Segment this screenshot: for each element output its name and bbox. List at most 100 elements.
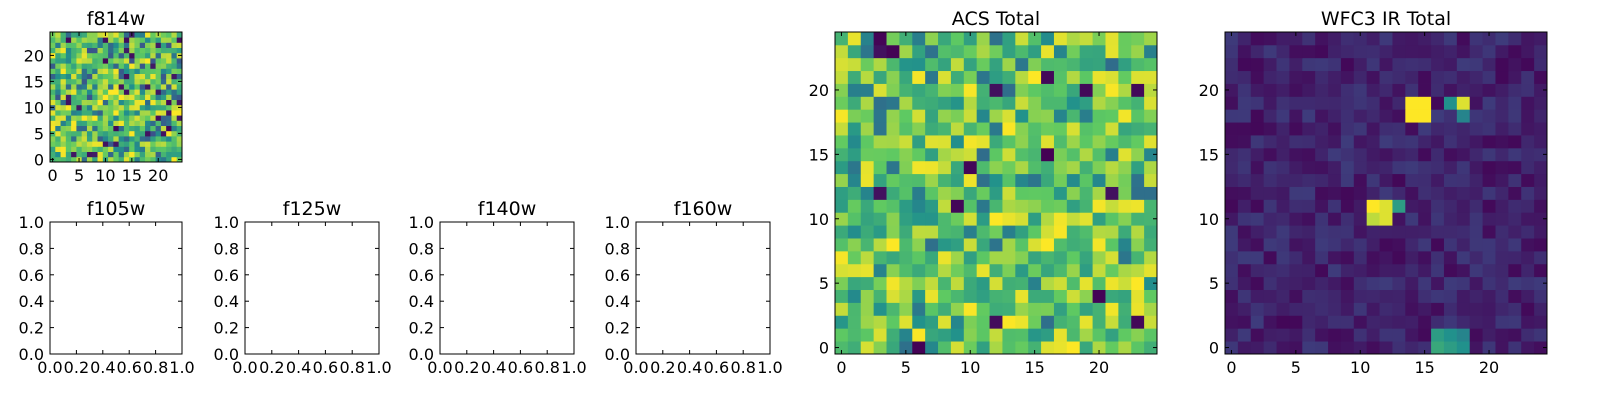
heatmap-cell: [1379, 276, 1393, 290]
heatmap-cell: [1028, 83, 1042, 97]
heatmap-cell: [1534, 263, 1548, 278]
heatmap-cell: [1041, 302, 1055, 316]
heatmap-cell: [134, 156, 141, 163]
heatmap-cell: [912, 238, 926, 252]
heatmap-cell: [118, 141, 125, 147]
heatmap-cell: [150, 63, 156, 69]
heatmap-cell: [1131, 70, 1145, 84]
heatmap-cell: [1053, 135, 1068, 149]
heatmap-cell: [860, 289, 875, 303]
heatmap-cell: [1469, 70, 1483, 84]
heatmap-cell: [886, 44, 900, 59]
heatmap-cell: [1328, 341, 1342, 355]
heatmap-cell: [1002, 160, 1016, 175]
heatmap-cell: [145, 130, 151, 137]
heatmap-cell: [1508, 32, 1522, 46]
heatmap-cell: [1237, 147, 1252, 162]
heatmap-cell: [1144, 263, 1158, 278]
heatmap-cell: [160, 32, 167, 38]
heatmap-cell: [899, 44, 913, 59]
heatmap-cell: [145, 146, 151, 152]
heatmap-cell: [963, 289, 978, 303]
heatmap-cell: [963, 135, 978, 149]
heatmap-cell: [1495, 32, 1509, 46]
heatmap-cell: [1066, 225, 1081, 239]
heatmap-cell: [938, 160, 952, 175]
heatmap-cell: [1353, 44, 1368, 59]
heatmap-cell: [1431, 250, 1445, 265]
heatmap-cell: [1495, 263, 1509, 278]
y-tick-label: 0.8: [605, 239, 630, 258]
heatmap-cell: [925, 289, 939, 303]
heatmap-cell: [1053, 186, 1068, 200]
heatmap-cell: [1443, 341, 1458, 355]
heatmap-cell: [97, 37, 104, 43]
heatmap-cell: [1015, 70, 1029, 84]
heatmap-cell: [1144, 109, 1158, 123]
heatmap-cell: [847, 289, 862, 303]
heatmap-cell: [1521, 276, 1535, 290]
heatmap-cell: [899, 263, 913, 278]
heatmap-cell: [1118, 160, 1132, 175]
heatmap-cell: [1276, 122, 1290, 136]
heatmap-cell: [176, 141, 183, 147]
heatmap-cell: [1237, 186, 1252, 200]
heatmap-cell: [1015, 186, 1029, 200]
heatmap-cell: [963, 83, 978, 97]
heatmap-cell: [1079, 109, 1093, 123]
heatmap-cell: [171, 32, 178, 38]
heatmap-cell: [1276, 173, 1290, 187]
heatmap-cell: [1521, 70, 1535, 84]
heatmap-cell: [1443, 212, 1458, 226]
heatmap-cell: [1340, 135, 1355, 149]
heatmap-cell: [97, 73, 104, 80]
heatmap-cell: [1053, 173, 1068, 187]
heatmap-cell: [1302, 186, 1316, 200]
heatmap-cell: [1131, 238, 1145, 252]
heatmap-cell: [1366, 199, 1380, 213]
heatmap-cell: [976, 147, 990, 162]
heatmap-cell: [1495, 122, 1509, 136]
heatmap-cell: [886, 186, 900, 200]
heatmap-cell: [1418, 109, 1432, 123]
heatmap-cell: [1392, 70, 1406, 84]
heatmap-cell: [1508, 160, 1522, 175]
heatmap-cell: [1431, 44, 1445, 59]
heatmap-cell: [1053, 238, 1068, 252]
heatmap-cell: [1534, 122, 1548, 136]
heatmap-cell: [1315, 44, 1329, 59]
heatmap-cell: [150, 110, 156, 116]
heatmap-cell: [1456, 135, 1471, 149]
heatmap-cell: [71, 130, 77, 137]
heatmap-cell: [989, 83, 1003, 97]
heatmap-cell: [81, 115, 88, 121]
heatmap-cell: [938, 57, 952, 72]
heatmap-cell: [886, 238, 900, 252]
heatmap-cell: [86, 84, 93, 90]
y-tick-label: 0.4: [19, 292, 44, 311]
heatmap-cell: [1144, 70, 1158, 84]
heatmap-cell: [1053, 32, 1068, 46]
heatmap-cell: [81, 78, 88, 85]
x-tick-label: 10: [960, 358, 980, 377]
heatmap-cell: [1276, 83, 1290, 97]
heatmap-cell: [1002, 57, 1016, 72]
heatmap-cell: [76, 47, 83, 54]
heatmap-cell: [1443, 122, 1458, 136]
heatmap-cell: [113, 89, 120, 95]
heatmap-cell: [1418, 238, 1432, 252]
heatmap-cell: [938, 96, 952, 110]
heatmap-cell: [166, 136, 172, 142]
heatmap-cell: [1353, 135, 1368, 149]
heatmap-cell: [1366, 341, 1380, 355]
heatmap-cell: [1340, 250, 1355, 265]
heatmap-cell: [176, 151, 183, 158]
heatmap-cell: [1053, 96, 1068, 110]
heatmap-cell: [1302, 315, 1316, 329]
heatmap-cell: [139, 151, 146, 158]
heatmap-cell: [1237, 70, 1252, 84]
heatmap-cell: [1105, 70, 1119, 84]
heatmap-cell: [1418, 250, 1432, 265]
heatmap-cell: [60, 37, 67, 43]
heatmap-cell: [886, 341, 900, 355]
